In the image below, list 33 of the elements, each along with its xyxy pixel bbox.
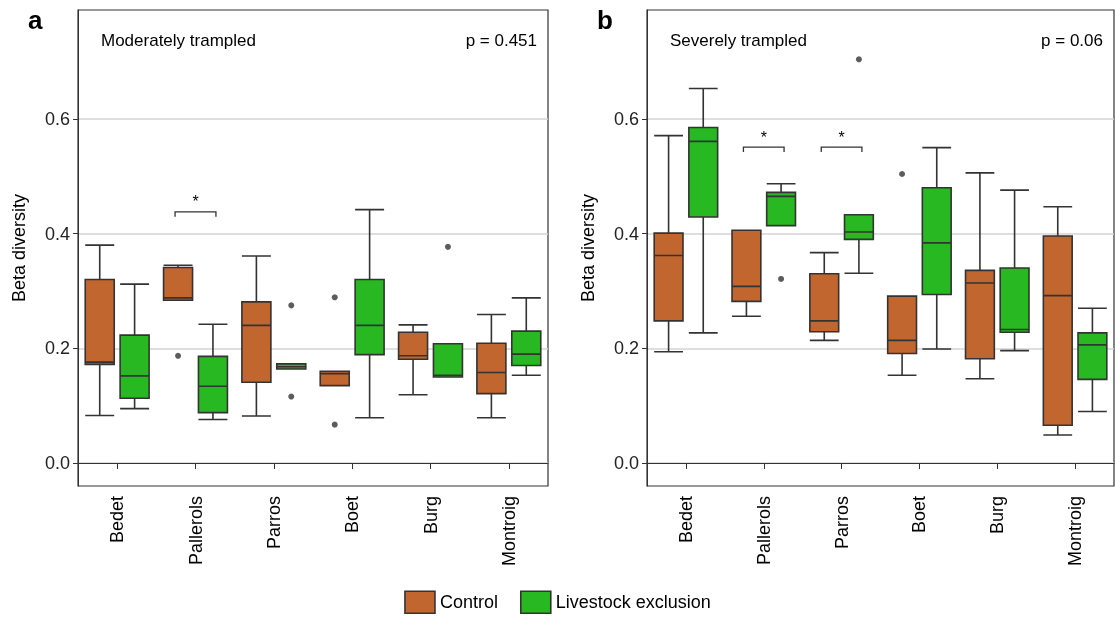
x-tick-label: Burg xyxy=(987,496,1008,535)
chart-title: b xyxy=(597,5,613,35)
annotation: p = 0.06 xyxy=(1041,31,1104,50)
annotation: * xyxy=(760,128,767,146)
x-tick-label: Montroig xyxy=(1065,496,1086,567)
legend-label: Control xyxy=(439,592,498,613)
legend-label: Livestock exclusion xyxy=(555,592,711,613)
x-tick-label: Montroig xyxy=(498,496,519,567)
y-tick-label: 0.0 xyxy=(44,453,70,474)
y-tick-label: 0.2 xyxy=(613,338,639,359)
text: Moderately trampled xyxy=(101,31,256,50)
y-axis-title: Beta diversity xyxy=(578,193,598,303)
x-tick-label: Pallerols xyxy=(185,496,206,566)
x-tick-label: Pallerols xyxy=(753,496,774,566)
y-tick-label: 0.4 xyxy=(613,223,639,244)
y-tick-label: 0.4 xyxy=(44,223,70,244)
x-tick-label: Boet xyxy=(342,496,363,534)
y-axis-title: Beta diversity xyxy=(9,193,29,303)
x-tick-label: Parros xyxy=(263,496,284,550)
x-tick-label: Parros xyxy=(831,496,852,550)
y-tick-label: 0.6 xyxy=(613,108,639,129)
y-tick-label: 0.0 xyxy=(613,453,639,474)
chart-title: a xyxy=(28,5,43,35)
annotation: p = 0.451 xyxy=(465,31,537,50)
x-tick-label: Burg xyxy=(420,496,441,535)
text: Severely trampled xyxy=(670,31,808,50)
x-tick-label: Bedet xyxy=(107,496,128,544)
y-tick-label: 0.6 xyxy=(44,108,70,129)
annotation: * xyxy=(192,193,199,211)
x-tick-label: Bedet xyxy=(675,496,696,544)
annotation: * xyxy=(838,128,845,146)
y-tick-label: 0.2 xyxy=(44,338,70,359)
x-tick-label: Boet xyxy=(909,496,930,534)
